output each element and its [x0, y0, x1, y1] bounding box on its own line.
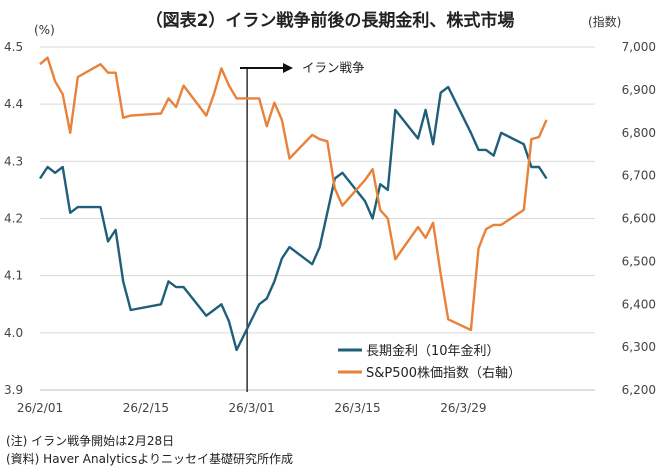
y-left-tick-label: 4.0 [4, 326, 23, 340]
legend: 長期金利（10年金利） S&P500株価指数（右軸） [338, 343, 521, 381]
y-left-tick-label: 4.1 [4, 269, 23, 283]
legend-label-yield: 長期金利（10年金利） [366, 343, 500, 359]
legend-label-sp500: S&P500株価指数（右軸） [366, 366, 521, 381]
y-right-tick-label: 6,400 [622, 297, 656, 311]
series-line-yield [38, 85, 548, 352]
x-tick-label: 26/2/01 [17, 401, 63, 415]
y-right-tick-label: 6,800 [622, 126, 656, 140]
x-tick-label: 26/3/01 [229, 401, 275, 415]
note-event-date: (注) イラン戦争開始は2月28日 [6, 434, 175, 448]
right-axis-unit: (指数) [588, 14, 621, 29]
y-right-tick-label: 6,900 [622, 83, 656, 97]
y-left-tick-label: 4.3 [4, 154, 23, 168]
x-tick-label: 26/3/15 [334, 401, 380, 415]
note-source: (資料) Haver Analyticsよりニッセイ基礎研究所作成 [6, 452, 294, 466]
series-lines [38, 56, 548, 352]
event-arrow-head [283, 63, 293, 73]
event-marker: イラン戦争 [240, 60, 365, 392]
y-right-tick-label: 6,700 [622, 169, 656, 183]
left-axis-unit: (%) [34, 23, 55, 37]
tick-labels: 3.9 4.0 4.1 4.2 4.3 4.4 4.5 6,200 6,300 6,400 6,50… [4, 40, 656, 415]
y-right-tick-label: 7,000 [622, 40, 656, 54]
y-right-tick-label: 6,500 [622, 254, 656, 268]
x-tick-label: 26/3/29 [440, 401, 486, 415]
y-left-tick-label: 4.2 [4, 212, 23, 226]
y-left-tick-label: 4.5 [4, 40, 23, 54]
y-right-tick-label: 6,200 [622, 383, 656, 397]
chart-title: （図表2）イラン戦争前後の長期金利、株式市場 [146, 10, 515, 31]
y-right-tick-label: 6,600 [622, 212, 656, 226]
event-label: イラン戦争 [302, 60, 365, 75]
x-tick-label: 26/2/15 [123, 401, 169, 415]
y-left-tick-label: 3.9 [4, 383, 23, 397]
series-line-sp500 [39, 56, 548, 332]
gridlines [40, 46, 595, 334]
y-left-tick-label: 4.4 [4, 97, 23, 111]
y-right-tick-label: 6,300 [622, 340, 656, 354]
